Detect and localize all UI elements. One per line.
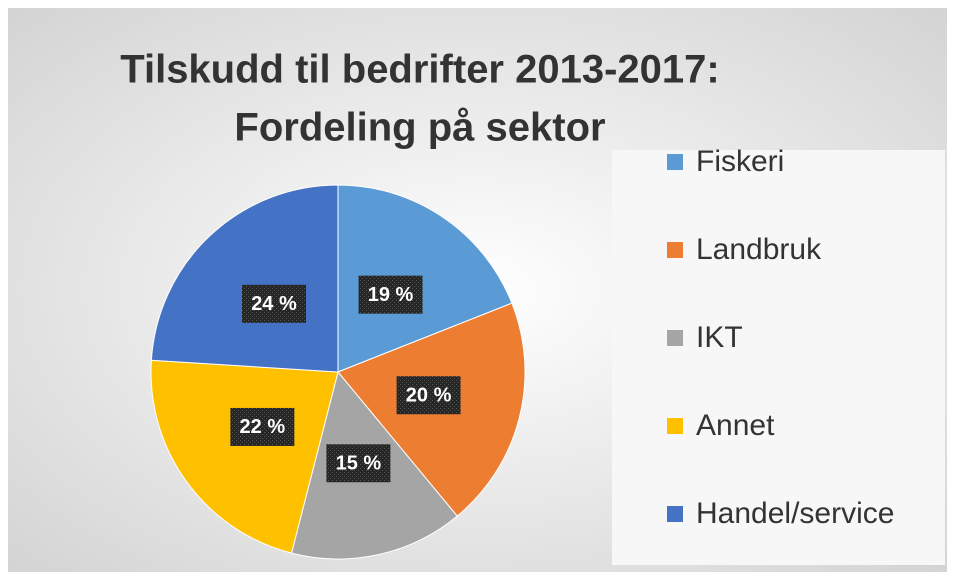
legend-swatch [667,330,683,346]
data-label-box [358,275,423,314]
data-label-box [230,407,295,446]
legend-swatch [667,506,683,522]
pie-slice [337,184,513,373]
legend-label: Annet [696,409,775,442]
data-label-box [326,444,391,483]
data-label: 15 % [336,453,382,475]
chart-title: Fordeling på sektor [234,106,605,150]
legend-swatch [667,418,683,434]
pie-slice [150,184,339,373]
data-label-box [396,376,461,415]
legend-swatch [667,242,683,258]
data-label: 24 % [251,293,297,315]
legend-label: Handel/service [696,497,894,530]
data-label-box [241,284,306,323]
data-label: 19 % [368,284,414,306]
legend-label: Fiskeri [696,145,784,178]
data-label: 20 % [406,385,452,407]
data-label: 22 % [240,416,286,438]
legend-label: Landbruk [696,233,822,266]
legend-swatch [667,154,683,170]
chart-title: Tilskudd til bedrifter 2013-2017: [120,48,719,92]
legend-label: IKT [696,321,743,354]
legend-box [612,150,945,565]
